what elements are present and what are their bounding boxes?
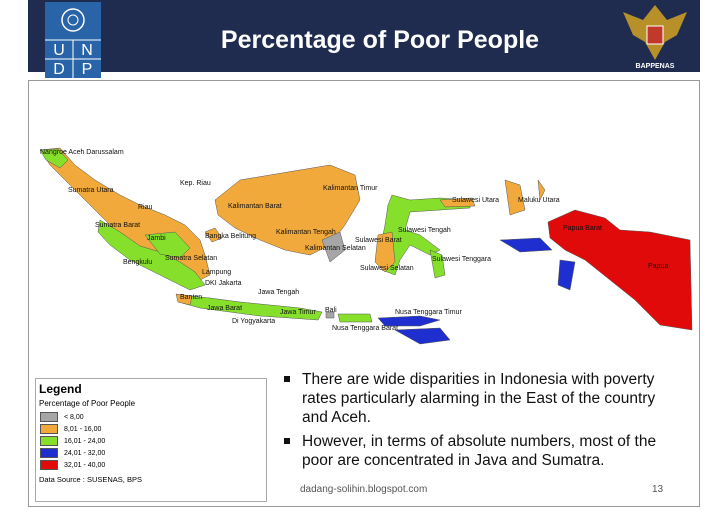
region-label: Bali [325, 307, 337, 314]
region-label: Jambi [147, 235, 166, 242]
region [214, 164, 361, 256]
region [97, 219, 206, 291]
region-label: Kalimantan Selatan [305, 245, 366, 252]
legend-item: 24,01 - 32,00 [40, 447, 266, 459]
header-bar [28, 0, 700, 72]
region-label: Lampung [202, 269, 231, 276]
region-label: Di Yogyakarta [232, 318, 275, 325]
legend-label: < 8,00 [64, 413, 84, 421]
bullet: There are wide disparities in Indonesia … [280, 370, 680, 427]
bullet-list: There are wide disparities in Indonesia … [280, 370, 680, 475]
map-frame [28, 80, 700, 507]
legend-label: 24,01 - 32,00 [64, 449, 106, 457]
legend-swatch [40, 460, 58, 470]
region [204, 227, 223, 243]
region [374, 231, 396, 273]
bullet: However, in terms of absolute numbers, m… [280, 432, 680, 470]
region-label: Sulawesi Tenggara [432, 256, 491, 263]
legend-source: Data Source : SUSENAS, BPS [39, 475, 142, 484]
legend-item: 8,01 - 16,00 [40, 423, 266, 435]
legend-item: 32,01 - 40,00 [40, 459, 266, 471]
region-label: Nangroe Aceh Darussalam [40, 149, 124, 156]
legend-swatch [40, 424, 58, 434]
region-label: Sumatra Selatan [165, 255, 217, 262]
region-label: Sulawesi Selatan [360, 265, 414, 272]
region-label: Riau [138, 204, 153, 211]
legend-subtitle: Percentage of Poor People [39, 399, 136, 408]
region [179, 294, 323, 321]
footer-source: dadang-solihin.blogspot.com [300, 484, 428, 495]
page-number: 13 [652, 484, 664, 495]
region-label: Sulawesi Barat [355, 237, 402, 244]
region-label: Sumatra Utara [68, 187, 114, 194]
region [39, 148, 69, 169]
region-label: Bangka Belitung [205, 233, 256, 240]
region-label: Jawa Tengah [258, 289, 299, 296]
legend-swatch [40, 436, 58, 446]
region [337, 313, 373, 323]
region-label: Jawa Timur [280, 309, 316, 316]
region [175, 293, 193, 306]
logo-letter: D [53, 61, 65, 78]
legend-swatch [40, 448, 58, 458]
region-label: Kalimantan Tengah [276, 229, 336, 236]
bappenas-emblem: BAPPENAS [623, 5, 687, 70]
legend-rows: < 8,00 8,01 - 16,00 16,01 - 24,00 24,01 - 3… [40, 411, 266, 471]
region-label: Sumatra Barat [95, 222, 140, 229]
logo-letter: P [82, 61, 93, 78]
undp-logo: U N D P [45, 2, 101, 78]
region-label: Kalimantan Barat [228, 203, 282, 210]
region [325, 311, 335, 319]
slide-title: Percentage of Poor People [220, 26, 540, 54]
region-label: Jawa Barat [207, 305, 242, 312]
undp-logo-art: U N D P [45, 8, 101, 78]
region-label: DKI Jakarta [205, 280, 242, 287]
region [429, 249, 446, 279]
legend-label: 32,01 - 40,00 [64, 461, 106, 469]
region-label: Sulawesi Utara [452, 197, 499, 204]
region-label: Papua [648, 263, 668, 270]
legend-item: 16,01 - 24,00 [40, 435, 266, 447]
legend-title: Legend [39, 382, 82, 396]
map: Nangroe Aceh Darussalam Sumatra Utara Riau… [39, 147, 693, 345]
region-label: Nusa Tenggara Timur [395, 309, 462, 316]
logo-letter: N [81, 42, 93, 59]
region [321, 231, 346, 263]
region-label: Sulawesi Tengah [398, 227, 451, 234]
legend-label: 8,01 - 16,00 [64, 425, 102, 433]
region-label: Kalimantan Timur [323, 185, 378, 192]
bappenas-label: BAPPENAS [636, 63, 675, 70]
region-label: Papua Barat [563, 225, 602, 232]
region-label: Maluku Utara [518, 197, 560, 204]
region [439, 197, 476, 208]
region-label: Kep. Riau [180, 180, 211, 187]
region [144, 231, 191, 259]
region [499, 237, 576, 291]
legend-label: 16,01 - 24,00 [64, 437, 106, 445]
region-label: Nusa Tenggara Barat [332, 325, 398, 332]
legend-swatch [40, 412, 58, 422]
legend-item: < 8,00 [40, 411, 266, 423]
region [377, 315, 451, 345]
region [547, 209, 693, 331]
legend: Legend Percentage of Poor People < 8,00 8… [35, 378, 267, 502]
region [504, 179, 546, 216]
region-label: Banten [180, 294, 202, 301]
logo-letter: U [53, 42, 65, 59]
region-label: Bengkulu [123, 259, 152, 266]
